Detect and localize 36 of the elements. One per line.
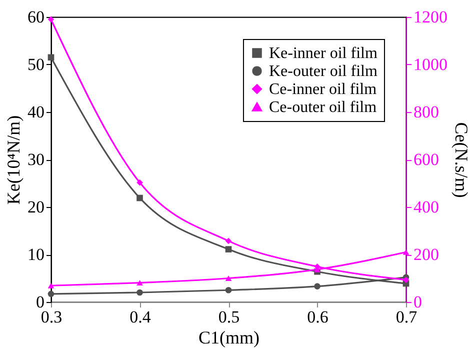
point (136, 280, 143, 286)
point (314, 283, 320, 290)
y2-tick-label: 1200 (414, 8, 448, 26)
point (48, 282, 54, 288)
point (136, 194, 143, 202)
y2-tick-label: 1000 (414, 55, 448, 74)
x-tick-label: 0.6 (307, 308, 328, 326)
point (136, 179, 143, 186)
y-tick-label: 20 (28, 198, 44, 216)
point (402, 249, 410, 255)
point (48, 290, 54, 298)
legend-label: Ke-inner oil film (269, 45, 378, 62)
legend-label: Ke-outer oil film (269, 63, 378, 80)
point (402, 276, 410, 284)
y-axis-title: Ke(10⁴N/m) (4, 115, 24, 205)
y2-axis-title: Ce(N.s/m) (452, 122, 472, 198)
y2-tick-label: 400 (414, 198, 439, 216)
x-axis-title: C1(mm) (198, 328, 260, 348)
y-tick-label: 10 (28, 245, 44, 264)
y-tick-label: 50 (28, 55, 44, 74)
point (225, 238, 232, 244)
legend-label: Ce-inner oil film (269, 81, 378, 98)
x-tick-label: 0.5 (218, 308, 240, 326)
point (225, 276, 232, 281)
y-tick-label: 60 (28, 8, 44, 26)
y2-tick-label: 200 (414, 245, 439, 264)
y-tick-label: 40 (28, 102, 44, 122)
y-tick-label: 30 (28, 150, 44, 169)
point (48, 54, 54, 61)
y2-tick-label: 600 (414, 150, 439, 169)
x-tick-label: 0.4 (130, 308, 152, 326)
point (225, 246, 232, 252)
y2-tick-label: 800 (414, 102, 439, 122)
point (136, 289, 143, 296)
legend-label: Ce-outer oil film (269, 99, 378, 116)
point (225, 286, 232, 294)
